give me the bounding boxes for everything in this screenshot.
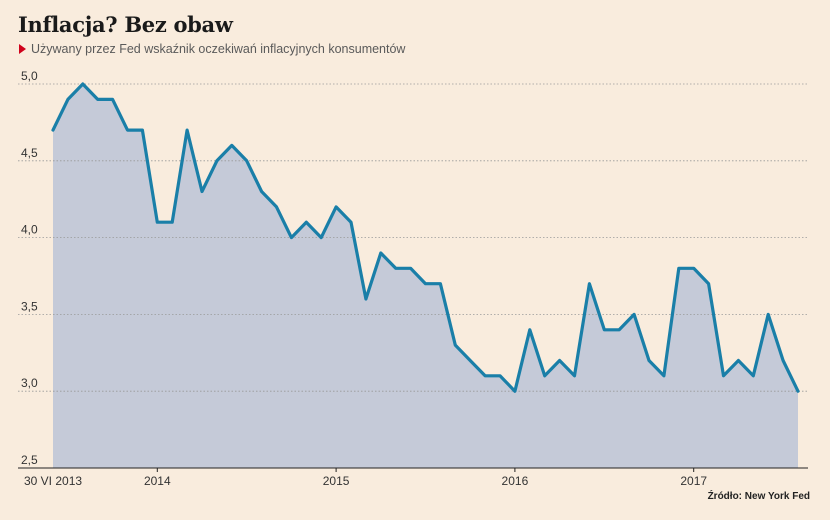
data-point: [230, 144, 233, 147]
y-tick-label: 2,5: [21, 453, 38, 467]
data-point: [171, 221, 174, 224]
data-point: [290, 236, 293, 239]
y-tick-label: 4,5: [21, 146, 38, 160]
x-tick-label: 30 VI 2013: [24, 474, 82, 488]
data-point: [141, 128, 144, 132]
data-point: [781, 359, 785, 362]
data-point: [126, 128, 129, 132]
subtitle-text: Używany przez Fed wskaźnik oczekiwań inf…: [31, 42, 406, 56]
data-point: [349, 221, 353, 224]
data-point: [305, 221, 308, 224]
data-point: [320, 236, 323, 239]
data-point: [707, 282, 710, 285]
data-point: [618, 328, 621, 331]
data-point: [185, 128, 189, 132]
data-point: [767, 313, 770, 316]
data-point: [454, 343, 457, 347]
x-tick-label: 2014: [144, 474, 171, 488]
x-tick-label: 2017: [680, 474, 707, 488]
data-point: [66, 98, 70, 101]
data-point: [573, 374, 576, 377]
data-point: [51, 128, 55, 132]
data-point: [603, 328, 606, 331]
data-point: [334, 205, 338, 209]
data-point: [245, 159, 248, 162]
data-point: [483, 374, 487, 377]
data-point: [662, 374, 666, 377]
data-point: [632, 313, 636, 316]
series-area: [53, 84, 798, 468]
data-point: [752, 374, 755, 377]
data-point: [364, 297, 368, 301]
y-tick-label: 4,0: [21, 223, 38, 237]
chart-subtitle: Używany przez Fed wskaźnik oczekiwań inf…: [19, 42, 405, 56]
data-point: [394, 267, 397, 270]
data-point: [81, 82, 85, 86]
y-tick-label: 3,0: [21, 376, 38, 390]
data-point: [424, 282, 427, 285]
data-point: [513, 390, 517, 393]
y-tick-label: 5,0: [21, 69, 38, 83]
data-point: [96, 98, 99, 101]
chart-title: Inflacja? Bez obaw: [18, 12, 233, 37]
data-point: [260, 190, 263, 193]
data-point: [647, 359, 651, 362]
data-point: [677, 267, 680, 270]
source-note: Źródło: New York Fed: [707, 491, 810, 502]
data-point: [409, 267, 412, 270]
data-point: [558, 359, 561, 362]
red-triangle-icon: [19, 44, 26, 54]
data-point: [692, 267, 695, 270]
x-tick-label: 2015: [323, 474, 350, 488]
data-point: [737, 359, 740, 362]
data-point: [543, 374, 546, 377]
data-point: [379, 251, 382, 255]
data-point: [439, 282, 442, 285]
data-point: [200, 190, 204, 193]
data-point: [796, 390, 800, 393]
data-point: [528, 328, 531, 331]
data-point: [722, 374, 725, 377]
data-point: [156, 221, 159, 224]
y-tick-label: 3,5: [21, 299, 38, 313]
data-point: [111, 98, 114, 101]
data-point: [215, 159, 219, 162]
x-tick-label: 2016: [502, 474, 529, 488]
data-point: [275, 205, 278, 209]
data-point: [498, 374, 502, 377]
data-point: [588, 282, 591, 285]
data-point: [469, 359, 472, 362]
